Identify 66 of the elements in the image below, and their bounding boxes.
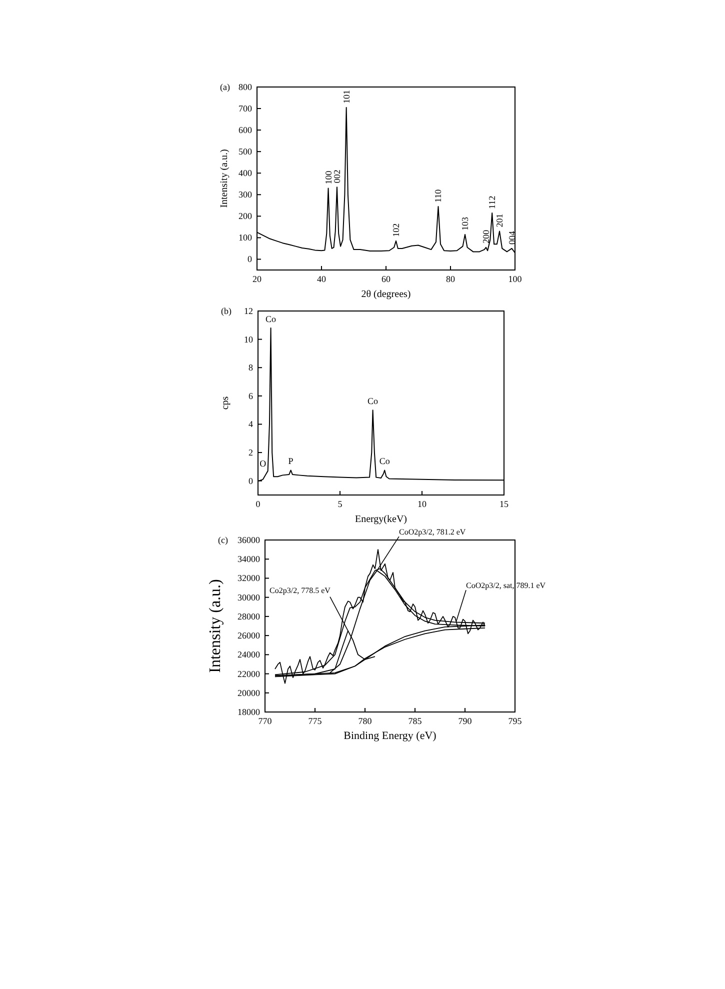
y-tick-label: 28000 [238, 611, 260, 622]
annotation: P [288, 456, 294, 466]
y-tick-label: 12 [244, 306, 253, 316]
annotation: CoO2p3/2, sat, 789.1 eV [466, 581, 546, 590]
y-tick-label: 2 [248, 448, 253, 458]
annotation: 112 [487, 196, 498, 209]
annotation: 100 [323, 170, 334, 184]
chart-title: (b) [221, 306, 232, 316]
x-tick-label: 20 [252, 274, 262, 284]
x-axis-title: Binding Energy (eV) [344, 730, 437, 742]
annotation: Co [266, 314, 277, 324]
y-tick-label: 26000 [238, 630, 260, 641]
y-tick-label: 34000 [238, 554, 260, 564]
annotation: 200 [480, 229, 491, 244]
y-axis-title: cps [220, 396, 231, 410]
x-tick-label: 780 [358, 716, 372, 726]
y-tick-label: 32000 [238, 573, 260, 584]
y-axis-title: Intensity (a.u.) [219, 149, 230, 208]
x-tick-label: 785 [408, 716, 422, 726]
annotation: 103 [460, 216, 470, 230]
x-tick-label: 795 [508, 716, 522, 726]
annotation: 102 [390, 223, 401, 237]
x-tick-label: 40 [317, 274, 326, 284]
chart-title: (a) [220, 82, 230, 92]
y-tick-label: 400 [238, 168, 252, 178]
x-tick-label: 775 [308, 716, 322, 726]
y-tick-label: 4 [248, 419, 254, 430]
x-axis-title: 2θ (degrees) [361, 289, 411, 300]
y-tick-label: 200 [238, 211, 252, 222]
annotation: 201 [494, 214, 505, 228]
y-tick-label: 36000 [238, 535, 260, 545]
annotation: 110 [433, 188, 444, 202]
annotation: Co [368, 396, 379, 406]
annotation: 101 [341, 90, 352, 104]
y-tick-label: 0 [248, 476, 254, 486]
y-tick-label: 30000 [238, 592, 260, 602]
y-tick-label: 20000 [238, 688, 260, 698]
y-tick-label: 8 [248, 362, 254, 373]
y-tick-label: 800 [238, 82, 252, 92]
x-tick-label: 80 [446, 274, 456, 284]
y-tick-label: 0 [248, 254, 252, 264]
x-tick-label: 770 [258, 716, 272, 726]
y-tick-label: 24000 [238, 650, 260, 660]
annotation: O [260, 458, 267, 468]
y-tick-label: 600 [238, 125, 252, 136]
annotation: CoO2p3/2, 781.2 eV [399, 528, 466, 537]
x-axis-title: Energy(keV) [354, 514, 408, 525]
y-tick-label: 10 [244, 334, 254, 344]
x-tick-label: 15 [500, 499, 509, 509]
x-tick-label: 10 [418, 499, 427, 509]
y-tick-label: 700 [238, 104, 252, 114]
y-tick-label: 500 [238, 146, 252, 157]
x-tick-label: 790 [458, 716, 472, 726]
y-tick-label: 6 [248, 390, 254, 401]
annotation: 002 [332, 170, 342, 184]
y-tick-label: 18000 [238, 707, 260, 717]
annotation: Co2p3/2, 778.5 eV [270, 586, 331, 595]
y-tick-label: 22000 [238, 668, 260, 679]
y-tick-label: 100 [238, 232, 252, 243]
y-axis-title: Intensity (a.u.) [207, 579, 224, 673]
x-tick-label: 5 [338, 499, 343, 509]
chart-title: (c) [218, 535, 228, 545]
x-tick-label: 60 [382, 274, 391, 284]
x-tick-label: 100 [508, 274, 522, 284]
annotation: Co [379, 456, 390, 466]
y-tick-label: 300 [238, 190, 252, 200]
